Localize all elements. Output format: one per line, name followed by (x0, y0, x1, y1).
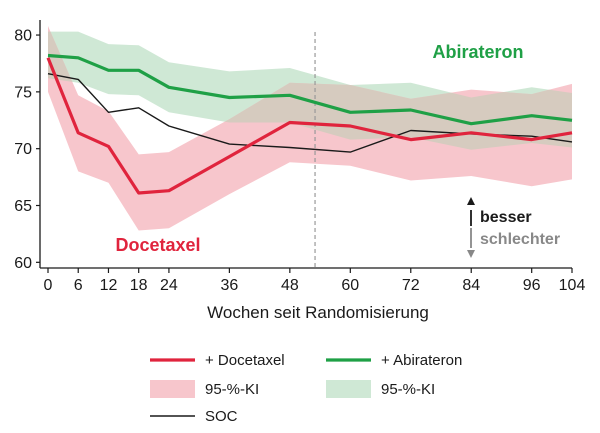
legend-label: SOC (205, 408, 238, 425)
y-tick-label: 65 (14, 198, 32, 215)
legend-label: 95-%-KI (381, 381, 435, 398)
y-tick-label: 75 (14, 84, 32, 101)
series-label-abirateron: Abirateron (432, 42, 523, 62)
legend-swatch-band (150, 380, 195, 398)
y-tick-label: 80 (14, 28, 32, 45)
series-label-docetaxel: Docetaxel (115, 235, 200, 255)
legend-label: + Docetaxel (205, 352, 285, 369)
better-worse-note: besser schlechter (467, 197, 560, 258)
y-tick-label: 60 (14, 255, 32, 272)
worse-label: schlechter (480, 231, 560, 248)
x-tick-label: 12 (100, 277, 118, 294)
better-arrow-head-icon (467, 197, 475, 205)
x-tick-label: 84 (462, 277, 480, 294)
x-tick-label: 60 (341, 277, 359, 294)
ci-band-overlap (48, 31, 572, 150)
axes: 60 65 70 75 80 0 6 12 18 24 36 48 60 72 84 96 104 Wochen … (14, 20, 585, 322)
confidence-bands (48, 26, 572, 268)
x-tick-label: 24 (160, 277, 178, 294)
series-line-docetaxel (46, 57, 573, 195)
worse-arrow-head-icon (467, 250, 475, 258)
x-tick-label: 48 (281, 277, 299, 294)
x-tick-label: 0 (44, 277, 53, 294)
x-tick-label: 104 (559, 277, 586, 294)
x-tick-label: 6 (74, 277, 83, 294)
x-tick-label: 72 (402, 277, 420, 294)
y-tick-label: 70 (14, 141, 32, 158)
legend-label: + Abirateron (381, 352, 462, 369)
x-axis-title: Wochen seit Randomisierung (207, 303, 429, 322)
x-tick-label: 96 (523, 277, 541, 294)
legend: + Docetaxel + Abirateron 95-%-KI 95-%-KI SOC (150, 352, 462, 425)
legend-label: 95-%-KI (205, 381, 259, 398)
series-lines (46, 53, 573, 195)
x-tick-label: 18 (130, 277, 148, 294)
x-tick-label: 36 (220, 277, 238, 294)
series-labels: Abirateron Docetaxel (115, 42, 523, 255)
series-line-abirateron (47, 53, 573, 126)
docetaxel-ci-band (48, 26, 572, 231)
legend-swatch-band (326, 380, 371, 398)
better-label: besser (480, 209, 532, 226)
